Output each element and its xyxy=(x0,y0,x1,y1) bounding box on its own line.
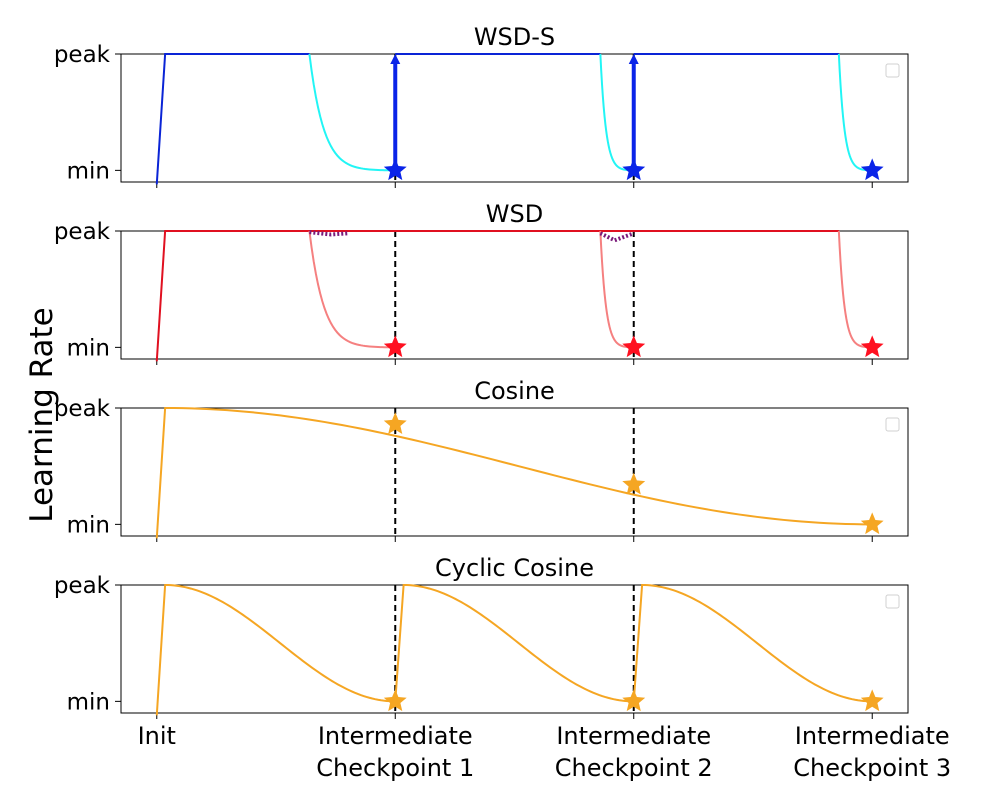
rewind-dotted-line xyxy=(599,231,635,243)
legend-box xyxy=(885,63,900,78)
checkpoint-star xyxy=(860,689,884,712)
decay-line xyxy=(599,53,634,172)
x-tick-label: Intermediate xyxy=(556,722,711,750)
decay-line xyxy=(837,230,873,349)
x-tick-label: Checkpoint 2 xyxy=(555,754,713,782)
cosine-line xyxy=(632,583,873,703)
legend-box xyxy=(885,594,900,609)
y-tick-label: min xyxy=(67,689,110,715)
x-tick-label: Intermediate xyxy=(795,722,950,750)
rewind-arrow-head xyxy=(390,54,401,64)
panel-title: Cosine xyxy=(474,377,555,405)
y-tick-label: min xyxy=(67,335,110,361)
stable-line xyxy=(155,53,310,185)
panel-1: WSD peak min xyxy=(54,200,909,365)
checkpoint-star xyxy=(860,158,884,181)
legend-box xyxy=(885,417,900,432)
x-tick-label: Init xyxy=(138,722,176,750)
checkpoint-star xyxy=(622,472,646,495)
checkpoint-star xyxy=(383,158,407,181)
y-tick-label: min xyxy=(67,158,110,184)
cosine-line xyxy=(155,583,396,716)
y-tick-label: peak xyxy=(54,42,111,68)
checkpoint-star xyxy=(860,335,884,358)
checkpoint-star xyxy=(622,335,646,358)
axes-frame xyxy=(120,53,909,183)
decay-line xyxy=(308,230,396,349)
checkpoint-star xyxy=(383,335,407,358)
panel-3: Cyclic Cosine peak min xyxy=(54,554,909,719)
decay-line xyxy=(308,53,396,172)
x-tick-label: Intermediate xyxy=(318,722,473,750)
rewind-dotted-line xyxy=(309,230,348,237)
y-tick-label: peak xyxy=(54,396,111,422)
decay-line xyxy=(599,230,634,349)
x-tick-label: Checkpoint 3 xyxy=(793,754,951,782)
axes-frame xyxy=(120,584,909,714)
panel-0: WSD-S peak min xyxy=(54,23,909,188)
panel-title: WSD xyxy=(486,200,543,228)
y-tick-label: peak xyxy=(54,573,111,599)
axes-frame xyxy=(120,407,909,537)
cosine-line xyxy=(155,406,873,539)
checkpoint-star xyxy=(622,158,646,181)
panel-title: Cyclic Cosine xyxy=(435,554,594,582)
panel-title: WSD-S xyxy=(474,23,555,51)
checkpoint-star xyxy=(383,689,407,712)
axes-frame xyxy=(120,230,909,360)
panel-2: Cosine peak min xyxy=(54,377,909,542)
x-tick-label: Checkpoint 1 xyxy=(316,754,474,782)
y-tick-label: min xyxy=(67,512,110,538)
y-tick-label: peak xyxy=(54,219,111,245)
checkpoint-star xyxy=(860,512,884,535)
cosine-line xyxy=(394,583,634,703)
checkpoint-star xyxy=(622,689,646,712)
y-axis-label: Learning Rate xyxy=(24,307,60,523)
rewind-arrow-head xyxy=(628,54,639,64)
stable-line xyxy=(155,230,839,362)
checkpoint-star xyxy=(383,412,407,434)
decay-line xyxy=(837,53,873,172)
